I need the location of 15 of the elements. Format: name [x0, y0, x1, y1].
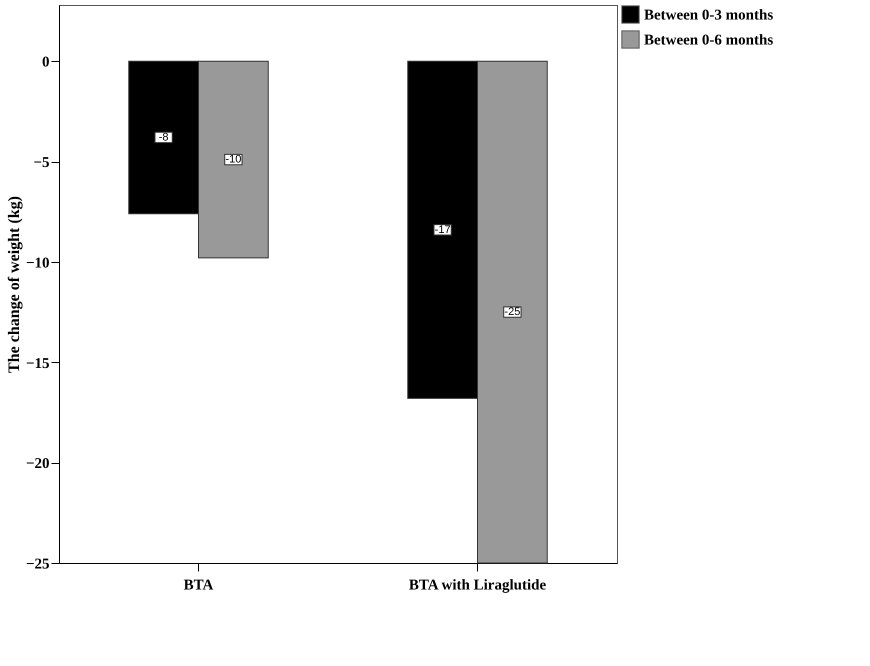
x-tick-label: BTA with Liraglutide [408, 578, 546, 594]
y-tick-label: −15 [26, 356, 50, 372]
y-tick-label: −20 [26, 456, 50, 472]
data-label: -8 [158, 131, 169, 144]
data-label: -10 [225, 154, 242, 166]
data-label: -25 [504, 306, 520, 318]
data-label: -17 [434, 224, 451, 236]
legend-label: Between 0-3 months [644, 8, 774, 24]
y-tick-label: −10 [26, 255, 50, 272]
legend-label: Between 0-6 months [644, 32, 774, 48]
x-tick-label: BTA [184, 578, 214, 594]
y-tick-label: −25 [26, 556, 50, 572]
y-tick-label: 0 [42, 54, 50, 71]
y-axis-title: The change of weight (kg) [6, 196, 23, 373]
y-tick-label: −5 [33, 155, 50, 172]
